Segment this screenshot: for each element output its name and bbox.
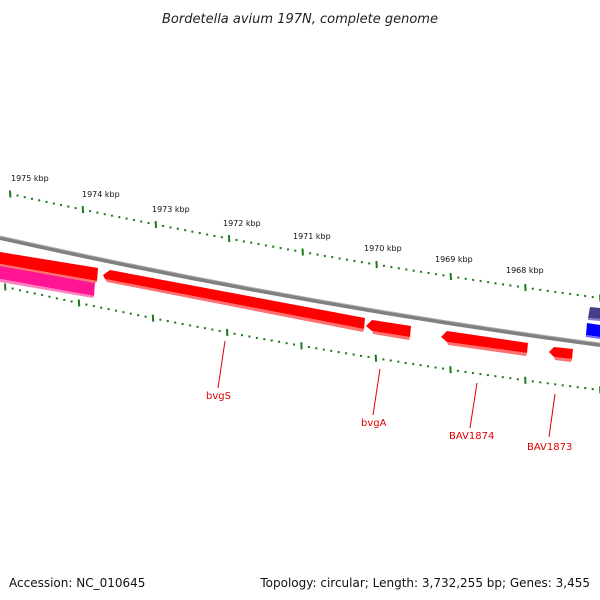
genome-backbone	[0, 236, 600, 347]
ruler-label: 1970 kbp	[364, 244, 402, 253]
ruler-label: 1974 kbp	[82, 190, 120, 199]
ruler-label: 1972 kbp	[223, 219, 261, 228]
ruler-label: 1968 kbp	[506, 266, 544, 275]
gene-label-bvgA: bvgA	[361, 418, 387, 429]
gene-bvgA[interactable]	[366, 320, 411, 340]
gene-arrow[interactable]	[0, 252, 98, 283]
gene-arrow[interactable]	[0, 266, 95, 298]
map-title: Bordetella avium 197N, complete genome	[162, 12, 438, 27]
ruler-label: 1971 kbp	[293, 232, 331, 241]
inner-ruler	[4, 283, 600, 394]
gene-arrow[interactable]	[586, 323, 600, 339]
gene-label-BAV1873: BAV1873	[527, 442, 572, 453]
genome-summary: Topology: circular; Length: 3,732,255 bp…	[259, 576, 590, 590]
gene-arrow[interactable]	[588, 307, 600, 321]
ruler-label: 1969 kbp	[435, 255, 473, 264]
outer-ruler	[9, 190, 600, 302]
gene-label-lines	[217, 340, 556, 438]
ruler-labels: 1975 kbp 1974 kbp 1973 kbp 1972 kbp 1971…	[11, 174, 544, 275]
gene-BAV1874[interactable]	[441, 331, 528, 356]
gene-bvgS[interactable]	[103, 270, 365, 332]
gene-label-bvgS: bvgS	[206, 391, 231, 402]
ruler-label: 1973 kbp	[152, 205, 190, 214]
gene-BAV1873[interactable]	[549, 347, 573, 362]
accession-text: Accession: NC_010645	[9, 576, 145, 590]
gene-label-BAV1874: BAV1874	[449, 431, 494, 442]
genome-backbone-highlight	[0, 235, 600, 344]
ruler-label: 1975 kbp	[11, 174, 49, 183]
